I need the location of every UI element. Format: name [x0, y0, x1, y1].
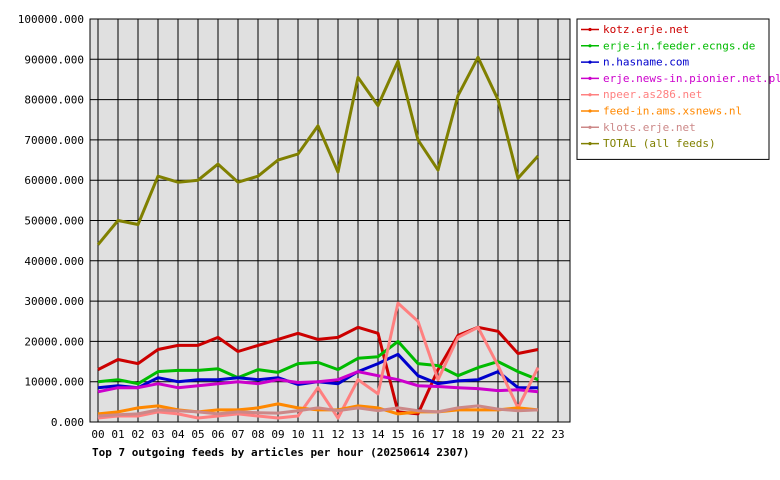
legend-marker: [588, 76, 592, 80]
x-tick-label: 13: [351, 428, 364, 441]
x-tick-label: 22: [531, 428, 544, 441]
x-tick-label: 17: [431, 428, 444, 441]
x-tick-label: 16: [411, 428, 424, 441]
y-tick-label: 10000.000: [24, 376, 84, 389]
legend: kotz.erje.net erje-in.feeder.ecngs.de n.ha…: [576, 18, 780, 160]
x-tick-label: 19: [471, 428, 484, 441]
x-tick-label: 11: [311, 428, 324, 441]
y-tick-label: 50000.000: [24, 215, 84, 228]
legend-label: klots.erje.net: [603, 121, 696, 134]
legend-marker: [588, 109, 592, 113]
legend-marker: [588, 142, 592, 146]
x-tick-label: 12: [331, 428, 344, 441]
series-line-klots-erje-net: [97, 404, 539, 418]
x-tick-label: 02: [131, 428, 144, 441]
x-tick-label: 09: [271, 428, 284, 441]
x-tick-label: 07: [231, 428, 244, 441]
legend-label: TOTAL (all feeds): [603, 137, 716, 150]
x-tick-label: 01: [111, 428, 124, 441]
legend-label: kotz.erje.net: [603, 23, 689, 36]
plot-frame: [89, 18, 571, 423]
y-tick-label: 80000.000: [24, 94, 84, 107]
legend-marker: [588, 125, 592, 129]
x-tick-label: 03: [151, 428, 164, 441]
x-tick-label: 18: [451, 428, 464, 441]
y-axis-ticks: 0.000 10000.000 20000.000 30000.000 40000.00…: [18, 13, 84, 429]
legend-label: feed-in.ams.xsnews.nl: [603, 105, 742, 118]
y-tick-label: 60000.000: [24, 174, 84, 187]
x-tick-label: 15: [391, 428, 404, 441]
x-tick-label: 08: [251, 428, 264, 441]
x-tick-label: 04: [171, 428, 185, 441]
x-tick-label: 20: [491, 428, 504, 441]
series-lines: [96, 55, 540, 420]
y-tick-label: 30000.000: [24, 295, 84, 308]
y-tick-label: 20000.000: [24, 335, 84, 348]
series-line-npeer-as286-net: [97, 301, 540, 420]
series-line-feed-in-ams-xsnews-nl: [97, 402, 539, 416]
x-tick-label: 14: [371, 428, 385, 441]
series-line-erje-in-feeder-ecngs-de: [97, 339, 539, 386]
x-tick-label: 06: [211, 428, 224, 441]
legend-label: npeer.as286.net: [603, 88, 702, 101]
x-tick-label: 00: [91, 428, 104, 441]
x-tick-label: 10: [291, 428, 304, 441]
chart-title: Top 7 outgoing feeds by articles per hou…: [92, 446, 470, 459]
x-tick-label: 23: [551, 428, 564, 441]
y-tick-label: 0.000: [51, 416, 84, 429]
x-tick-label: 21: [511, 428, 524, 441]
legend-label: erje.news-in.pionier.net.pl: [603, 72, 780, 85]
y-tick-label: 70000.000: [24, 134, 84, 147]
series-line-total-all-feeds: [96, 55, 540, 246]
legend-label: n.hasname.com: [603, 56, 689, 69]
series-line-erje-news-in-pionier-net-pl: [97, 370, 539, 394]
legend-marker: [588, 60, 592, 64]
legend-marker: [588, 44, 592, 48]
x-tick-label: 05: [191, 428, 204, 441]
legend-marker: [588, 93, 592, 97]
legend-box: [576, 18, 770, 160]
y-tick-label: 90000.000: [24, 53, 84, 66]
x-axis-ticks: 00 01 02 03 04 05 06 07 08 09 10 11 12 13 14 15 16 17 18 19…: [91, 428, 564, 441]
y-tick-label: 40000.000: [24, 255, 84, 268]
legend-marker: [588, 27, 592, 32]
y-tick-label: 100000.000: [18, 13, 84, 26]
legend-label: erje-in.feeder.ecngs.de: [603, 39, 755, 52]
